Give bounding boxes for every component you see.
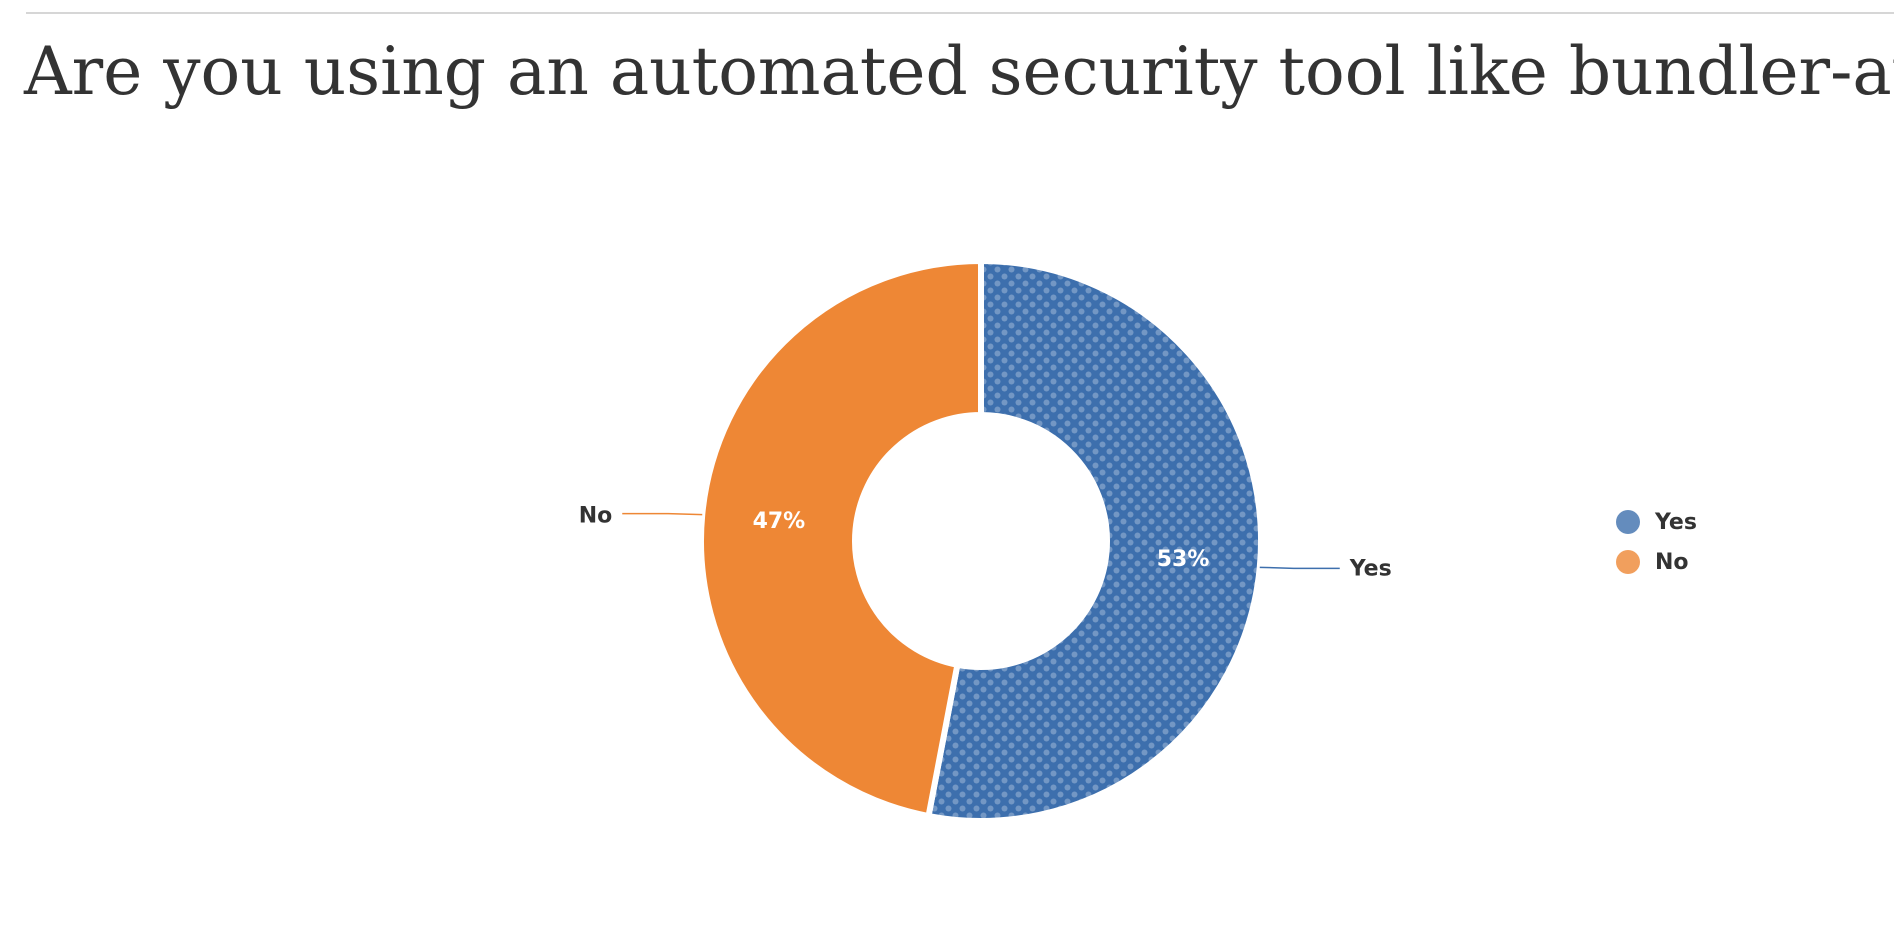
legend-label: Yes [1654,510,1697,535]
slice-pattern [928,261,1261,821]
chart-title: Are you using an automated security tool… [23,33,1894,110]
legend-label: No [1655,550,1689,575]
leader-line [1259,566,1340,570]
slice [698,258,984,820]
value-label: 47% [753,509,806,534]
legend-swatch [1616,550,1640,574]
slice-label: Yes [1349,556,1392,581]
leader-line [622,512,703,516]
legend-swatch [1616,510,1640,534]
value-label: 53% [1157,547,1210,572]
slice-label: No [579,504,613,529]
